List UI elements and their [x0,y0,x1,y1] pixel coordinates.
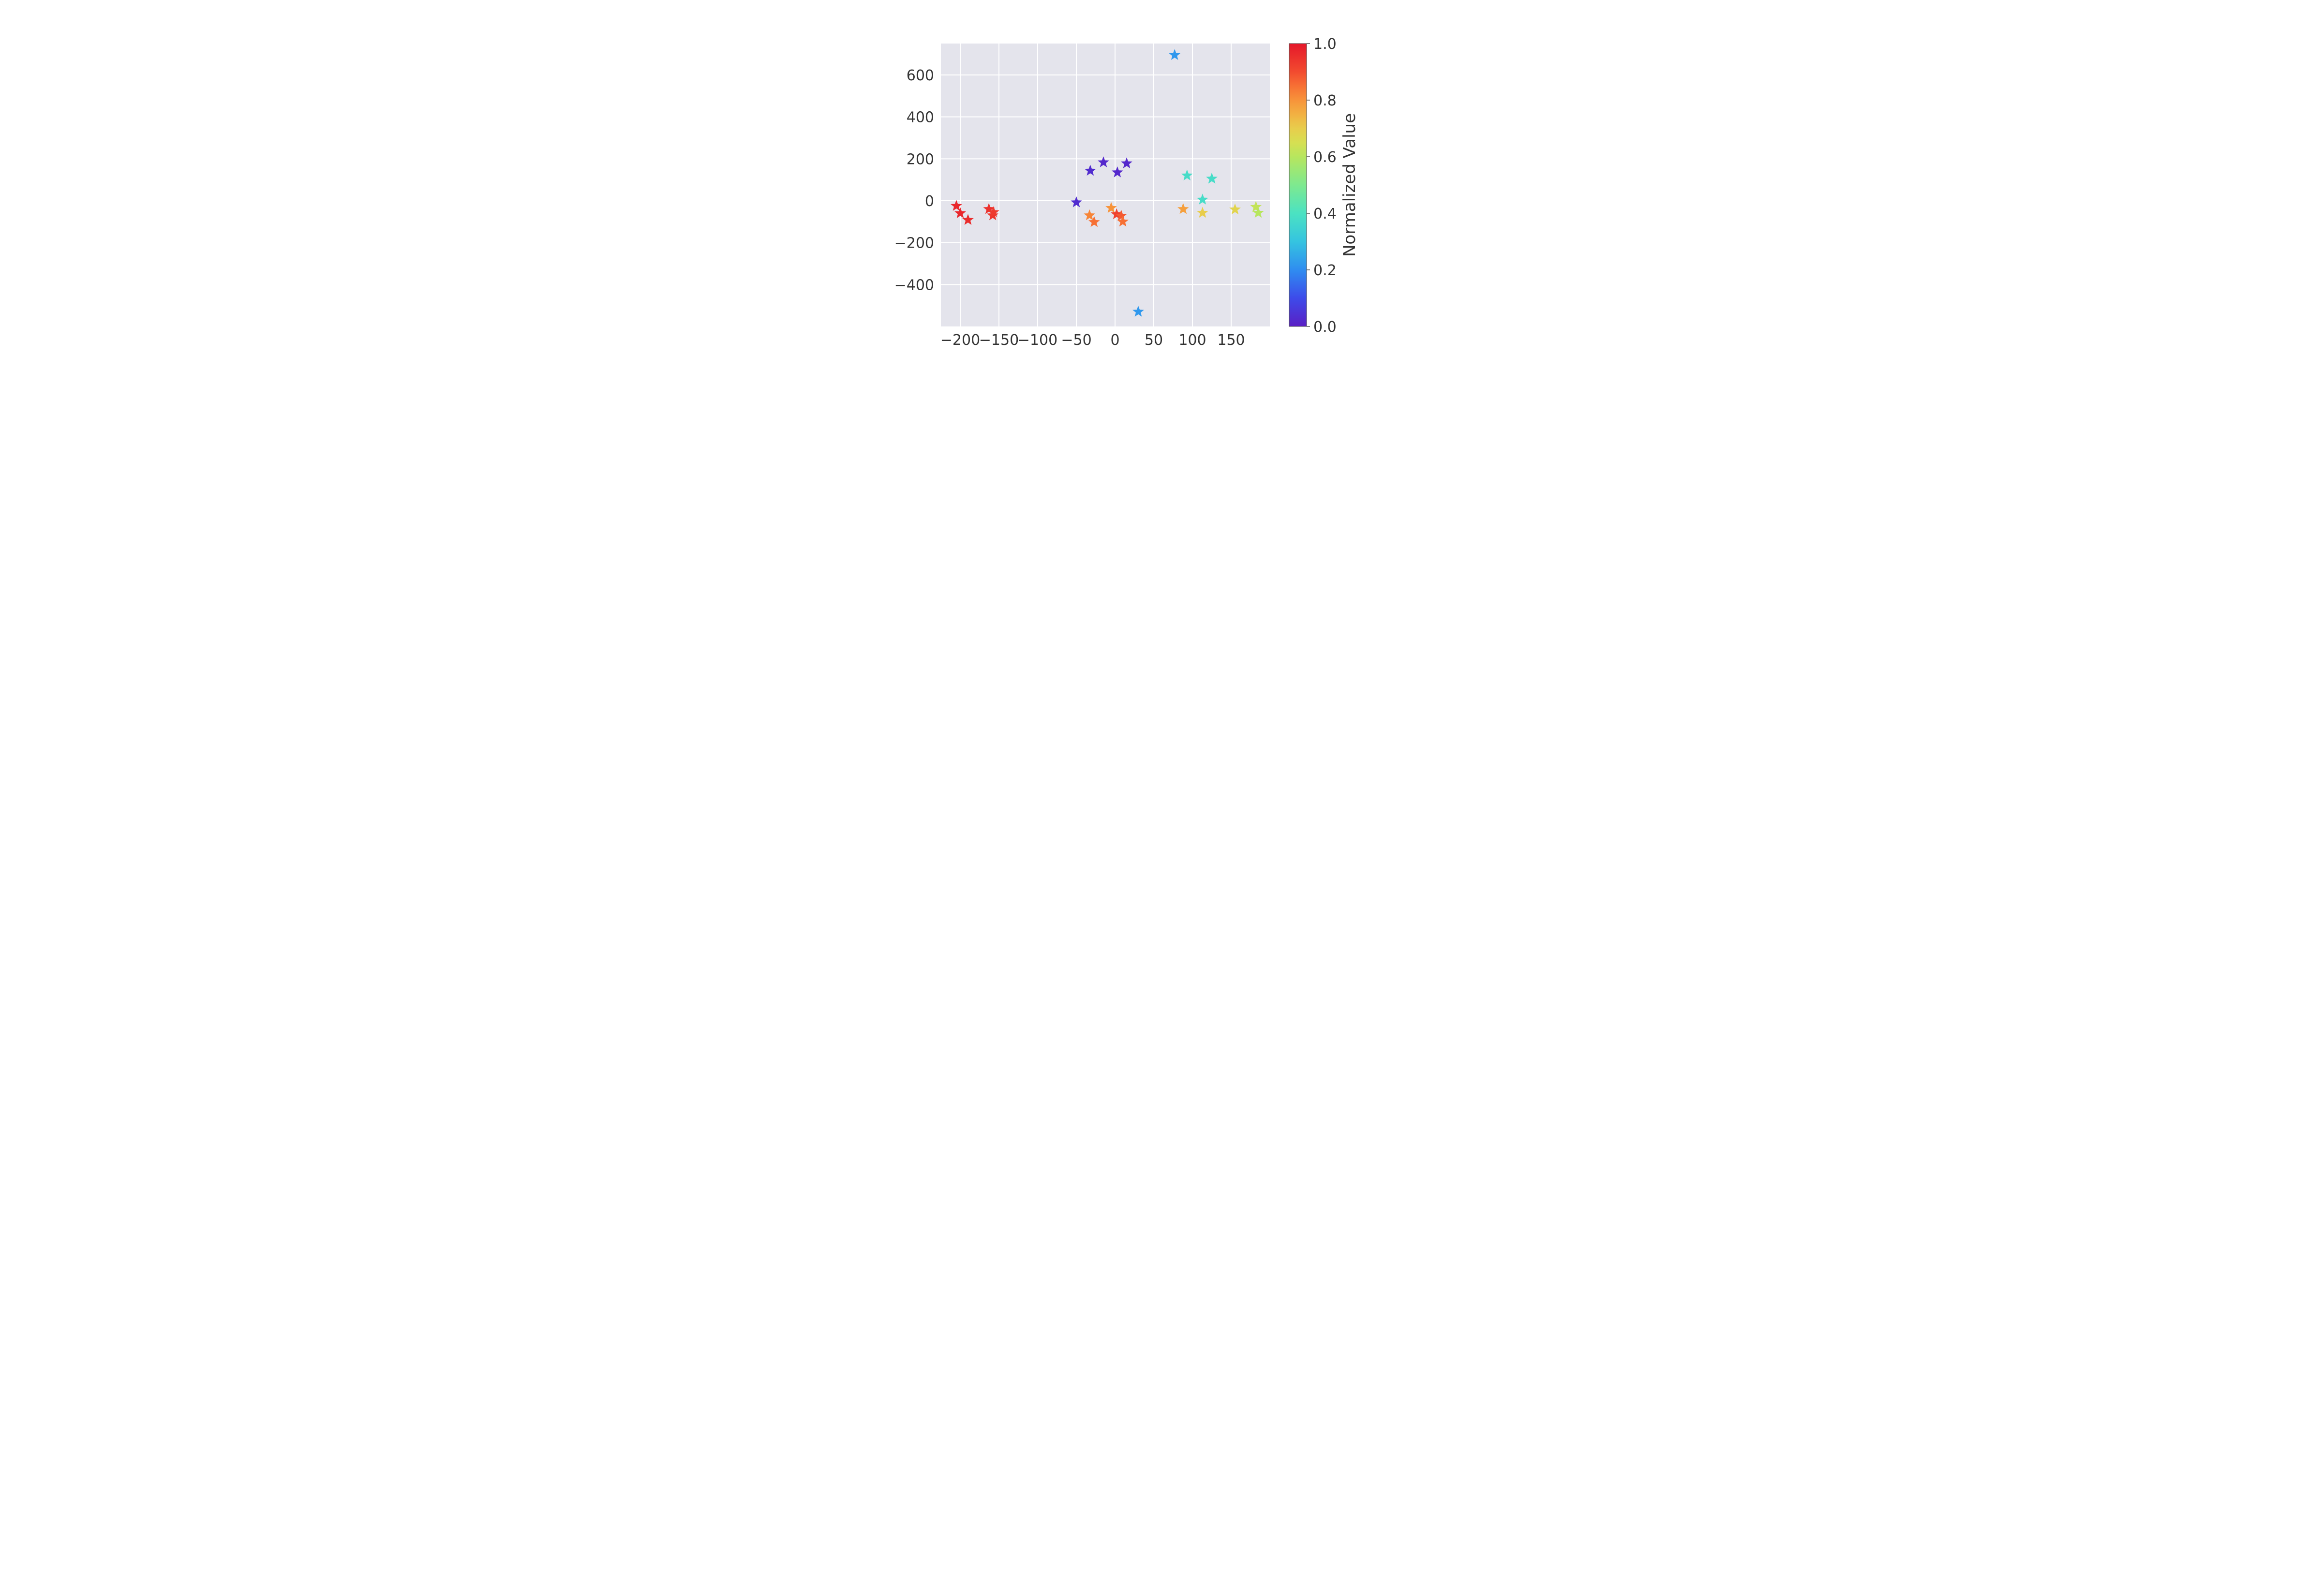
y-tick-label: 0 [925,193,934,210]
colorbar-tick-label: 0.2 [1313,262,1337,279]
x-tick-label: 50 [1145,332,1163,349]
y-tick-label: 200 [907,151,934,168]
x-tick-label: 0 [1110,332,1119,349]
x-tick-label: −50 [1061,332,1091,349]
y-tick-label: 600 [907,67,934,84]
colorbar-tick-label: 1.0 [1313,36,1337,53]
colorbar-tick-label: 0.0 [1313,319,1337,336]
y-tick-label: 400 [907,109,934,126]
colorbar-tick-label: 0.6 [1313,149,1337,166]
x-tick-label: 150 [1217,332,1245,349]
y-tick-label: −400 [894,277,934,294]
colorbar-tick-label: 0.4 [1313,206,1337,222]
y-tick-label: −200 [894,235,934,252]
x-tick-label: −100 [1018,332,1057,349]
scatter-chart: −200−150−100−50050100150−400−20002004006… [871,0,1451,399]
colorbar-tick-label: 0.8 [1313,92,1337,109]
colorbar-title: Normalized Value [1340,113,1359,257]
x-tick-label: −150 [979,332,1019,349]
plot-area [941,44,1270,326]
x-tick-label: −200 [940,332,980,349]
x-tick-label: 100 [1178,332,1206,349]
